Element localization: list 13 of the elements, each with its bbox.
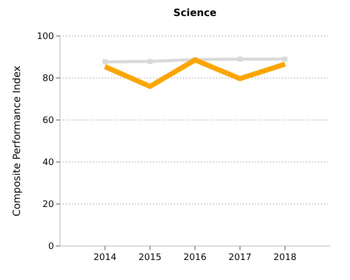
x-tick-label: 2018 [274,253,297,263]
x-tick-label: 2015 [138,253,162,263]
y-tick-label: 40 [42,158,54,168]
y-tick-label: 20 [42,200,54,210]
chart-title: Science [173,8,217,19]
x-tick-label: 2016 [184,253,207,263]
y-tick-label: 0 [48,242,54,252]
y-tick-label: 100 [36,32,54,42]
x-tick-label: 2014 [94,253,117,263]
x-tick-label: 2017 [228,253,252,263]
y-tick-label: 80 [42,74,54,84]
y-axis-title: Composite Performance Index [12,66,23,216]
y-tick-label: 60 [42,116,54,126]
